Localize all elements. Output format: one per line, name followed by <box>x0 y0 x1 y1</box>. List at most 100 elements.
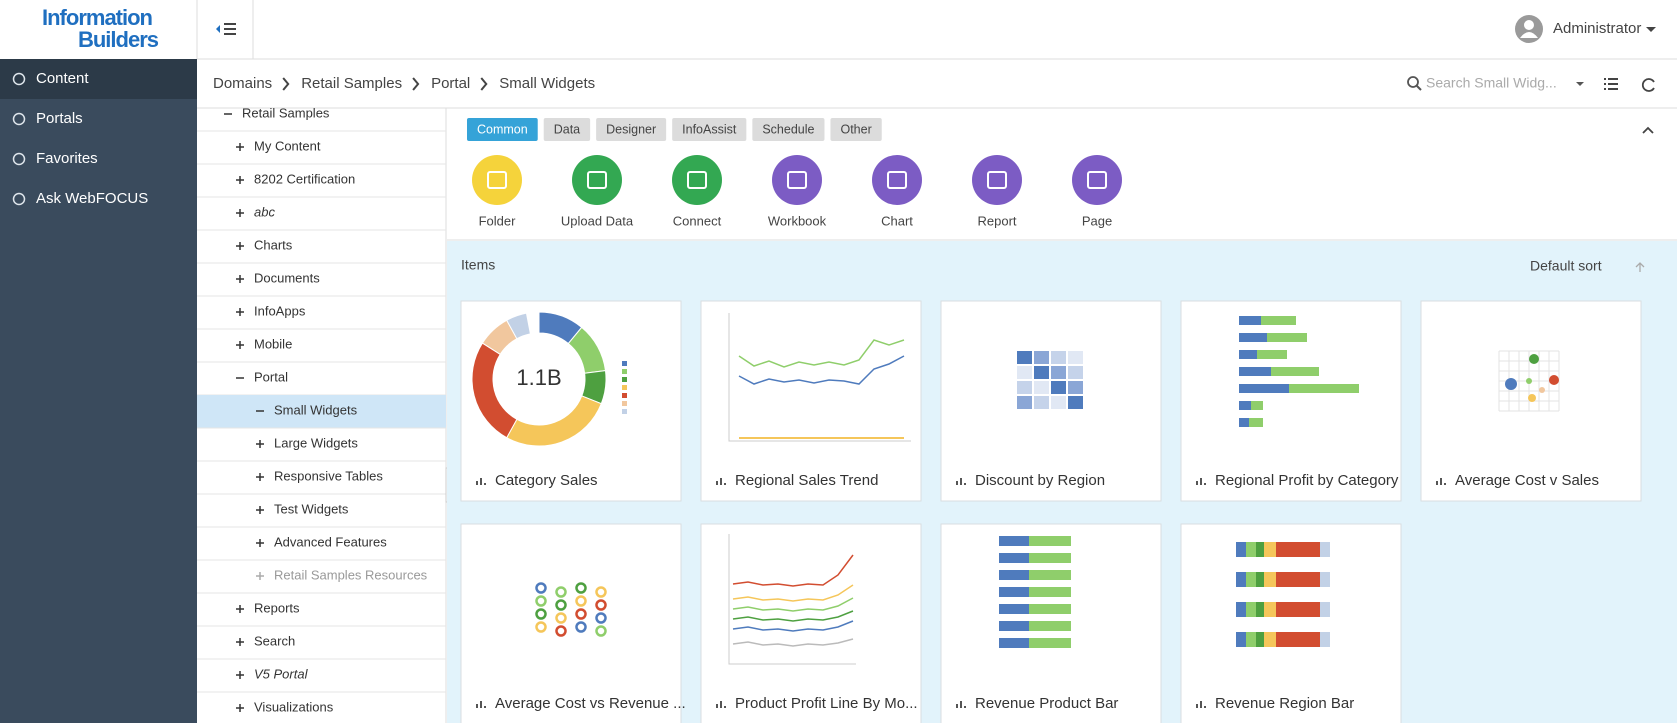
thumb-shape <box>1256 602 1264 617</box>
thumb-shape <box>1239 401 1251 410</box>
create-button[interactable]: Workbook <box>768 155 827 228</box>
thumb-shape <box>1051 381 1066 394</box>
thumb-shape <box>1017 396 1032 409</box>
thumb-shape <box>1239 367 1271 376</box>
tree-item[interactable]: Large Widgets <box>274 435 358 450</box>
sidebar-item[interactable]: Ask WebFOCUS <box>36 190 148 207</box>
thumb-shape <box>1276 542 1296 557</box>
list-icon <box>1608 88 1618 90</box>
tab[interactable]: Common <box>467 118 538 141</box>
card-icon <box>1196 481 1198 485</box>
thumb-shape <box>1249 418 1263 427</box>
item-card[interactable]: Revenue Region Bar <box>1180 523 1402 723</box>
breadcrumb-item[interactable]: Retail Samples <box>301 75 402 92</box>
breadcrumb-item[interactable]: Small Widgets <box>499 75 595 92</box>
breadcrumb-item[interactable]: Portal <box>431 75 470 92</box>
thumb-shape <box>1539 387 1545 393</box>
tree-item[interactable]: abc <box>254 204 275 219</box>
tree-item[interactable]: Documents <box>254 270 320 285</box>
sidebar-item[interactable]: Favorites <box>36 150 98 167</box>
tree-item[interactable]: V5 Portal <box>254 666 309 681</box>
thumb-shape <box>1239 316 1261 325</box>
card-title: Product Profit Line By Mo... <box>735 695 918 712</box>
thumb-shape <box>732 620 854 632</box>
card-icon <box>480 701 482 708</box>
create-button[interactable]: Report <box>972 155 1022 228</box>
sidebar-item[interactable]: Content <box>36 70 89 87</box>
avatar-body <box>1520 32 1538 38</box>
tab[interactable]: Designer <box>596 118 667 141</box>
thumb-shape <box>1264 632 1276 647</box>
thumb-shape <box>555 586 567 598</box>
create-label: Workbook <box>768 213 827 228</box>
create-label: Page <box>1082 213 1112 228</box>
breadcrumb-chevron <box>282 77 290 91</box>
thumb-shape <box>1029 587 1071 597</box>
tree-item[interactable]: Reports <box>254 600 300 615</box>
create-button[interactable]: Page <box>1072 155 1122 228</box>
thumb-shape <box>555 612 567 624</box>
tree-item[interactable]: Visualizations <box>254 699 334 714</box>
sidebar-item[interactable]: Portals <box>36 110 83 127</box>
thumb-shape <box>1029 638 1071 648</box>
create-icon <box>872 155 922 205</box>
tree-item[interactable]: 8202 Certification <box>254 171 355 186</box>
thumb-shape <box>728 534 856 665</box>
tree-item[interactable]: Mobile <box>254 336 292 351</box>
tree-item[interactable]: Search <box>254 633 295 648</box>
item-card[interactable]: Discount by Region <box>940 300 1162 502</box>
create-glyph <box>487 171 507 189</box>
sort-arrow <box>1635 262 1645 272</box>
thumb-shape <box>622 361 627 366</box>
card-icon <box>1196 704 1198 708</box>
tab[interactable]: Data <box>543 118 591 141</box>
tree-item[interactable]: Small Widgets <box>274 402 358 417</box>
create-label: Chart <box>881 213 913 228</box>
create-glyph <box>887 171 907 189</box>
search-input[interactable]: Search Small Widg... <box>1426 75 1557 91</box>
tree-item[interactable]: Test Widgets <box>274 501 349 516</box>
item-card[interactable]: Average Cost v Sales <box>1420 300 1642 502</box>
breadcrumb-chevron <box>412 77 420 91</box>
tree-item[interactable]: Advanced Features <box>274 534 387 549</box>
tree-item[interactable]: InfoApps <box>254 303 306 318</box>
breadcrumb-item[interactable]: Domains <box>213 75 272 92</box>
item-card[interactable]: Average Cost vs Revenue ... <box>460 523 686 723</box>
create-icon <box>472 155 522 205</box>
tab[interactable]: Other <box>830 118 882 141</box>
thumb-shape <box>1236 602 1246 617</box>
search-icon <box>1416 85 1422 91</box>
tab[interactable]: InfoAssist <box>672 118 747 141</box>
tree-item[interactable]: Responsive Tables <box>274 468 383 483</box>
item-card[interactable]: Regional Sales Trend <box>700 300 922 502</box>
tab[interactable]: Schedule <box>752 118 825 141</box>
item-card[interactable]: Regional Profit by Category <box>1180 300 1402 502</box>
create-button[interactable]: Folder <box>472 155 522 228</box>
thumb-shape <box>1068 396 1083 409</box>
panel-collapse <box>1642 126 1654 134</box>
tree-item[interactable]: Retail Samples <box>242 105 330 120</box>
sidebar-icon <box>12 72 26 86</box>
create-button[interactable]: Upload Data <box>561 155 634 228</box>
sort-select[interactable]: Default sort <box>1530 258 1602 274</box>
thumb-shape <box>1261 316 1296 325</box>
thumb-shape <box>1017 381 1032 394</box>
tree-item[interactable]: My Content <box>254 138 321 153</box>
thumb-shape <box>1239 418 1249 427</box>
thumb-shape <box>1256 572 1264 587</box>
card-icon <box>964 483 966 485</box>
card-icon <box>1444 483 1446 485</box>
card-icon <box>716 704 718 708</box>
create-button[interactable]: Connect <box>672 155 722 228</box>
tree-item[interactable]: Portal <box>254 369 288 384</box>
create-button[interactable]: Chart <box>872 155 922 228</box>
item-card[interactable]: 1.1B Category Sales <box>460 300 682 502</box>
item-card[interactable]: Revenue Product Bar <box>940 523 1162 723</box>
tree-item[interactable]: Retail Samples Resources <box>274 567 428 582</box>
thumb-shape <box>728 313 911 442</box>
tree-item[interactable]: Charts <box>254 237 293 252</box>
user-name[interactable]: Administrator <box>1553 20 1641 37</box>
card-title: Category Sales <box>495 472 598 489</box>
card-title: Discount by Region <box>975 472 1105 489</box>
item-card[interactable]: Product Profit Line By Mo... <box>700 523 922 723</box>
